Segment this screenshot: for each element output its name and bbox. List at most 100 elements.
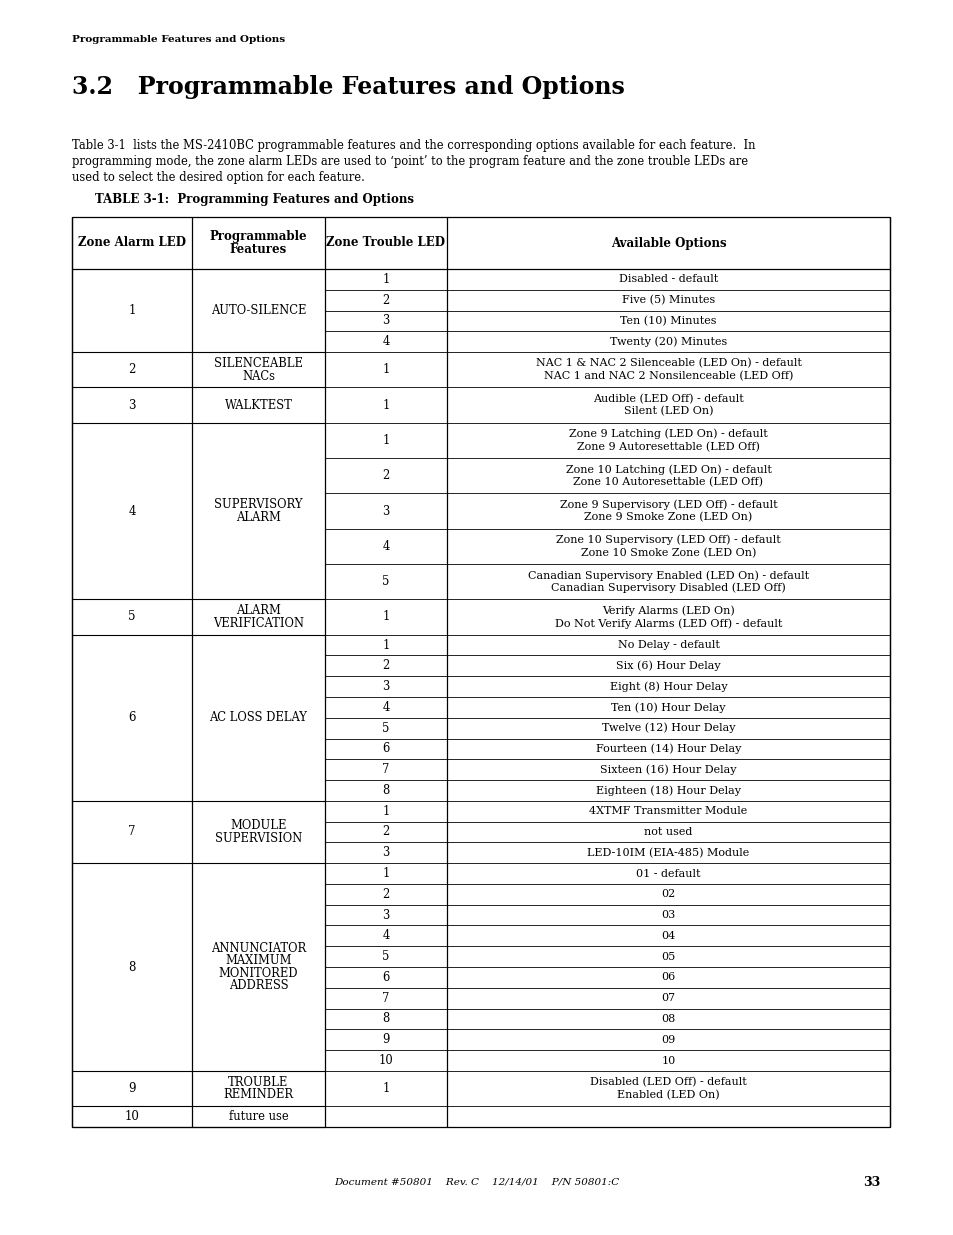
- Text: 4: 4: [382, 335, 389, 348]
- Text: WALKTEST: WALKTEST: [224, 399, 293, 411]
- Text: 1: 1: [382, 433, 389, 447]
- Text: 10: 10: [125, 1110, 139, 1123]
- Text: SUPERVISION: SUPERVISION: [214, 831, 302, 845]
- Text: 04: 04: [660, 931, 675, 941]
- Text: Zone 10 Supervisory (LED Off) - default: Zone 10 Supervisory (LED Off) - default: [556, 535, 781, 546]
- Text: 9: 9: [382, 1034, 389, 1046]
- Text: 1: 1: [382, 867, 389, 881]
- Text: 8: 8: [128, 961, 135, 973]
- Text: Zone 10 Smoke Zone (LED On): Zone 10 Smoke Zone (LED On): [580, 547, 756, 558]
- Text: Canadian Supervisory Disabled (LED Off): Canadian Supervisory Disabled (LED Off): [551, 583, 785, 593]
- Text: 5: 5: [382, 576, 389, 588]
- Text: Disabled (LED Off) - default: Disabled (LED Off) - default: [590, 1077, 746, 1088]
- Text: 1: 1: [382, 638, 389, 652]
- Text: 3.2   Programmable Features and Options: 3.2 Programmable Features and Options: [71, 75, 624, 99]
- Text: Do Not Verify Alarms (LED Off) - default: Do Not Verify Alarms (LED Off) - default: [555, 618, 781, 629]
- Text: Table 3-1  lists the MS-2410BC programmable features and the corresponding optio: Table 3-1 lists the MS-2410BC programmab…: [71, 138, 755, 152]
- Text: 33: 33: [862, 1176, 879, 1188]
- Text: 3: 3: [382, 846, 389, 860]
- Text: Eighteen (18) Hour Delay: Eighteen (18) Hour Delay: [596, 785, 740, 795]
- Text: Ten (10) Minutes: Ten (10) Minutes: [619, 316, 716, 326]
- Text: Sixteen (16) Hour Delay: Sixteen (16) Hour Delay: [599, 764, 736, 774]
- Text: 1: 1: [382, 1082, 389, 1095]
- Text: 7: 7: [128, 825, 135, 839]
- Text: 06: 06: [660, 972, 675, 982]
- Text: 4: 4: [382, 540, 389, 553]
- Text: 2: 2: [382, 825, 389, 839]
- Text: 1: 1: [382, 273, 389, 285]
- Text: Canadian Supervisory Enabled (LED On) - default: Canadian Supervisory Enabled (LED On) - …: [527, 571, 808, 580]
- Text: 2: 2: [382, 469, 389, 482]
- Text: Ten (10) Hour Delay: Ten (10) Hour Delay: [611, 701, 725, 713]
- Text: Programmable: Programmable: [210, 230, 307, 243]
- Text: 02: 02: [660, 889, 675, 899]
- Text: 2: 2: [382, 888, 389, 900]
- Text: 10: 10: [660, 1056, 675, 1066]
- Text: SUPERVISORY: SUPERVISORY: [214, 498, 302, 511]
- Text: Zone Trouble LED: Zone Trouble LED: [326, 236, 445, 249]
- Text: ALARM: ALARM: [235, 511, 280, 524]
- Text: TABLE 3-1:  Programming Features and Options: TABLE 3-1: Programming Features and Opti…: [95, 194, 414, 206]
- Text: Silent (LED On): Silent (LED On): [623, 406, 713, 416]
- Text: Features: Features: [230, 243, 287, 256]
- Text: 4: 4: [382, 930, 389, 942]
- Text: REMINDER: REMINDER: [223, 1088, 294, 1102]
- Text: MAXIMUM: MAXIMUM: [225, 955, 292, 967]
- Text: Six (6) Hour Delay: Six (6) Hour Delay: [616, 661, 720, 671]
- Text: TROUBLE: TROUBLE: [228, 1076, 289, 1089]
- Text: 07: 07: [660, 993, 675, 1003]
- Text: Zone Alarm LED: Zone Alarm LED: [78, 236, 186, 249]
- Text: Fourteen (14) Hour Delay: Fourteen (14) Hour Delay: [596, 743, 740, 755]
- Text: ANNUNCIATOR: ANNUNCIATOR: [211, 942, 306, 955]
- Text: NACs: NACs: [242, 369, 274, 383]
- Text: 2: 2: [128, 363, 135, 377]
- Text: Five (5) Minutes: Five (5) Minutes: [621, 295, 715, 305]
- Text: 3: 3: [382, 680, 389, 693]
- Text: used to select the desired option for each feature.: used to select the desired option for ea…: [71, 170, 364, 184]
- Text: Zone 9 Autoresettable (LED Off): Zone 9 Autoresettable (LED Off): [577, 441, 760, 452]
- Text: 1: 1: [382, 610, 389, 624]
- Text: ADDRESS: ADDRESS: [229, 979, 288, 992]
- Text: NAC 1 & NAC 2 Silenceable (LED On) - default: NAC 1 & NAC 2 Silenceable (LED On) - def…: [535, 358, 801, 369]
- Text: Twelve (12) Hour Delay: Twelve (12) Hour Delay: [601, 722, 735, 734]
- Text: 6: 6: [128, 711, 135, 724]
- Text: VERIFICATION: VERIFICATION: [213, 616, 304, 630]
- Text: Verify Alarms (LED On): Verify Alarms (LED On): [601, 605, 734, 616]
- Text: 3: 3: [382, 909, 389, 921]
- Text: 4: 4: [382, 700, 389, 714]
- Text: MONITORED: MONITORED: [218, 967, 298, 979]
- Text: MODULE: MODULE: [230, 819, 287, 832]
- Text: LED-10IM (EIA-485) Module: LED-10IM (EIA-485) Module: [587, 847, 749, 858]
- Text: Zone 9 Smoke Zone (LED On): Zone 9 Smoke Zone (LED On): [584, 513, 752, 522]
- Text: 5: 5: [382, 721, 389, 735]
- Text: Programmable Features and Options: Programmable Features and Options: [71, 36, 285, 44]
- Text: SILENCEABLE: SILENCEABLE: [213, 357, 303, 370]
- Text: Audible (LED Off) - default: Audible (LED Off) - default: [593, 394, 743, 404]
- Text: programming mode, the zone alarm LEDs are used to ‘point’ to the program feature: programming mode, the zone alarm LEDs ar…: [71, 154, 747, 168]
- Text: No Delay - default: No Delay - default: [617, 640, 719, 650]
- Text: 6: 6: [382, 742, 389, 756]
- Text: 01 - default: 01 - default: [636, 868, 700, 878]
- Text: 4: 4: [128, 505, 135, 517]
- Text: 2: 2: [382, 294, 389, 306]
- Text: 3: 3: [382, 315, 389, 327]
- Text: AC LOSS DELAY: AC LOSS DELAY: [210, 711, 307, 724]
- Text: 09: 09: [660, 1035, 675, 1045]
- Text: 03: 03: [660, 910, 675, 920]
- Text: Enabled (LED On): Enabled (LED On): [617, 1089, 720, 1100]
- Text: 3: 3: [128, 399, 135, 411]
- Bar: [71, 217, 889, 1128]
- Text: Zone 9 Latching (LED On) - default: Zone 9 Latching (LED On) - default: [569, 429, 767, 440]
- Text: 7: 7: [382, 992, 389, 1005]
- Text: future use: future use: [229, 1110, 288, 1123]
- Text: Eight (8) Hour Delay: Eight (8) Hour Delay: [609, 682, 726, 692]
- Text: 3: 3: [382, 505, 389, 517]
- Text: 8: 8: [382, 1013, 389, 1025]
- Text: 1: 1: [382, 363, 389, 377]
- Text: Available Options: Available Options: [610, 236, 725, 249]
- Text: 05: 05: [660, 952, 675, 962]
- Text: 4XTMF Transmitter Module: 4XTMF Transmitter Module: [589, 806, 747, 816]
- Text: 1: 1: [382, 805, 389, 818]
- Text: 1: 1: [382, 399, 389, 411]
- Text: 5: 5: [128, 610, 135, 624]
